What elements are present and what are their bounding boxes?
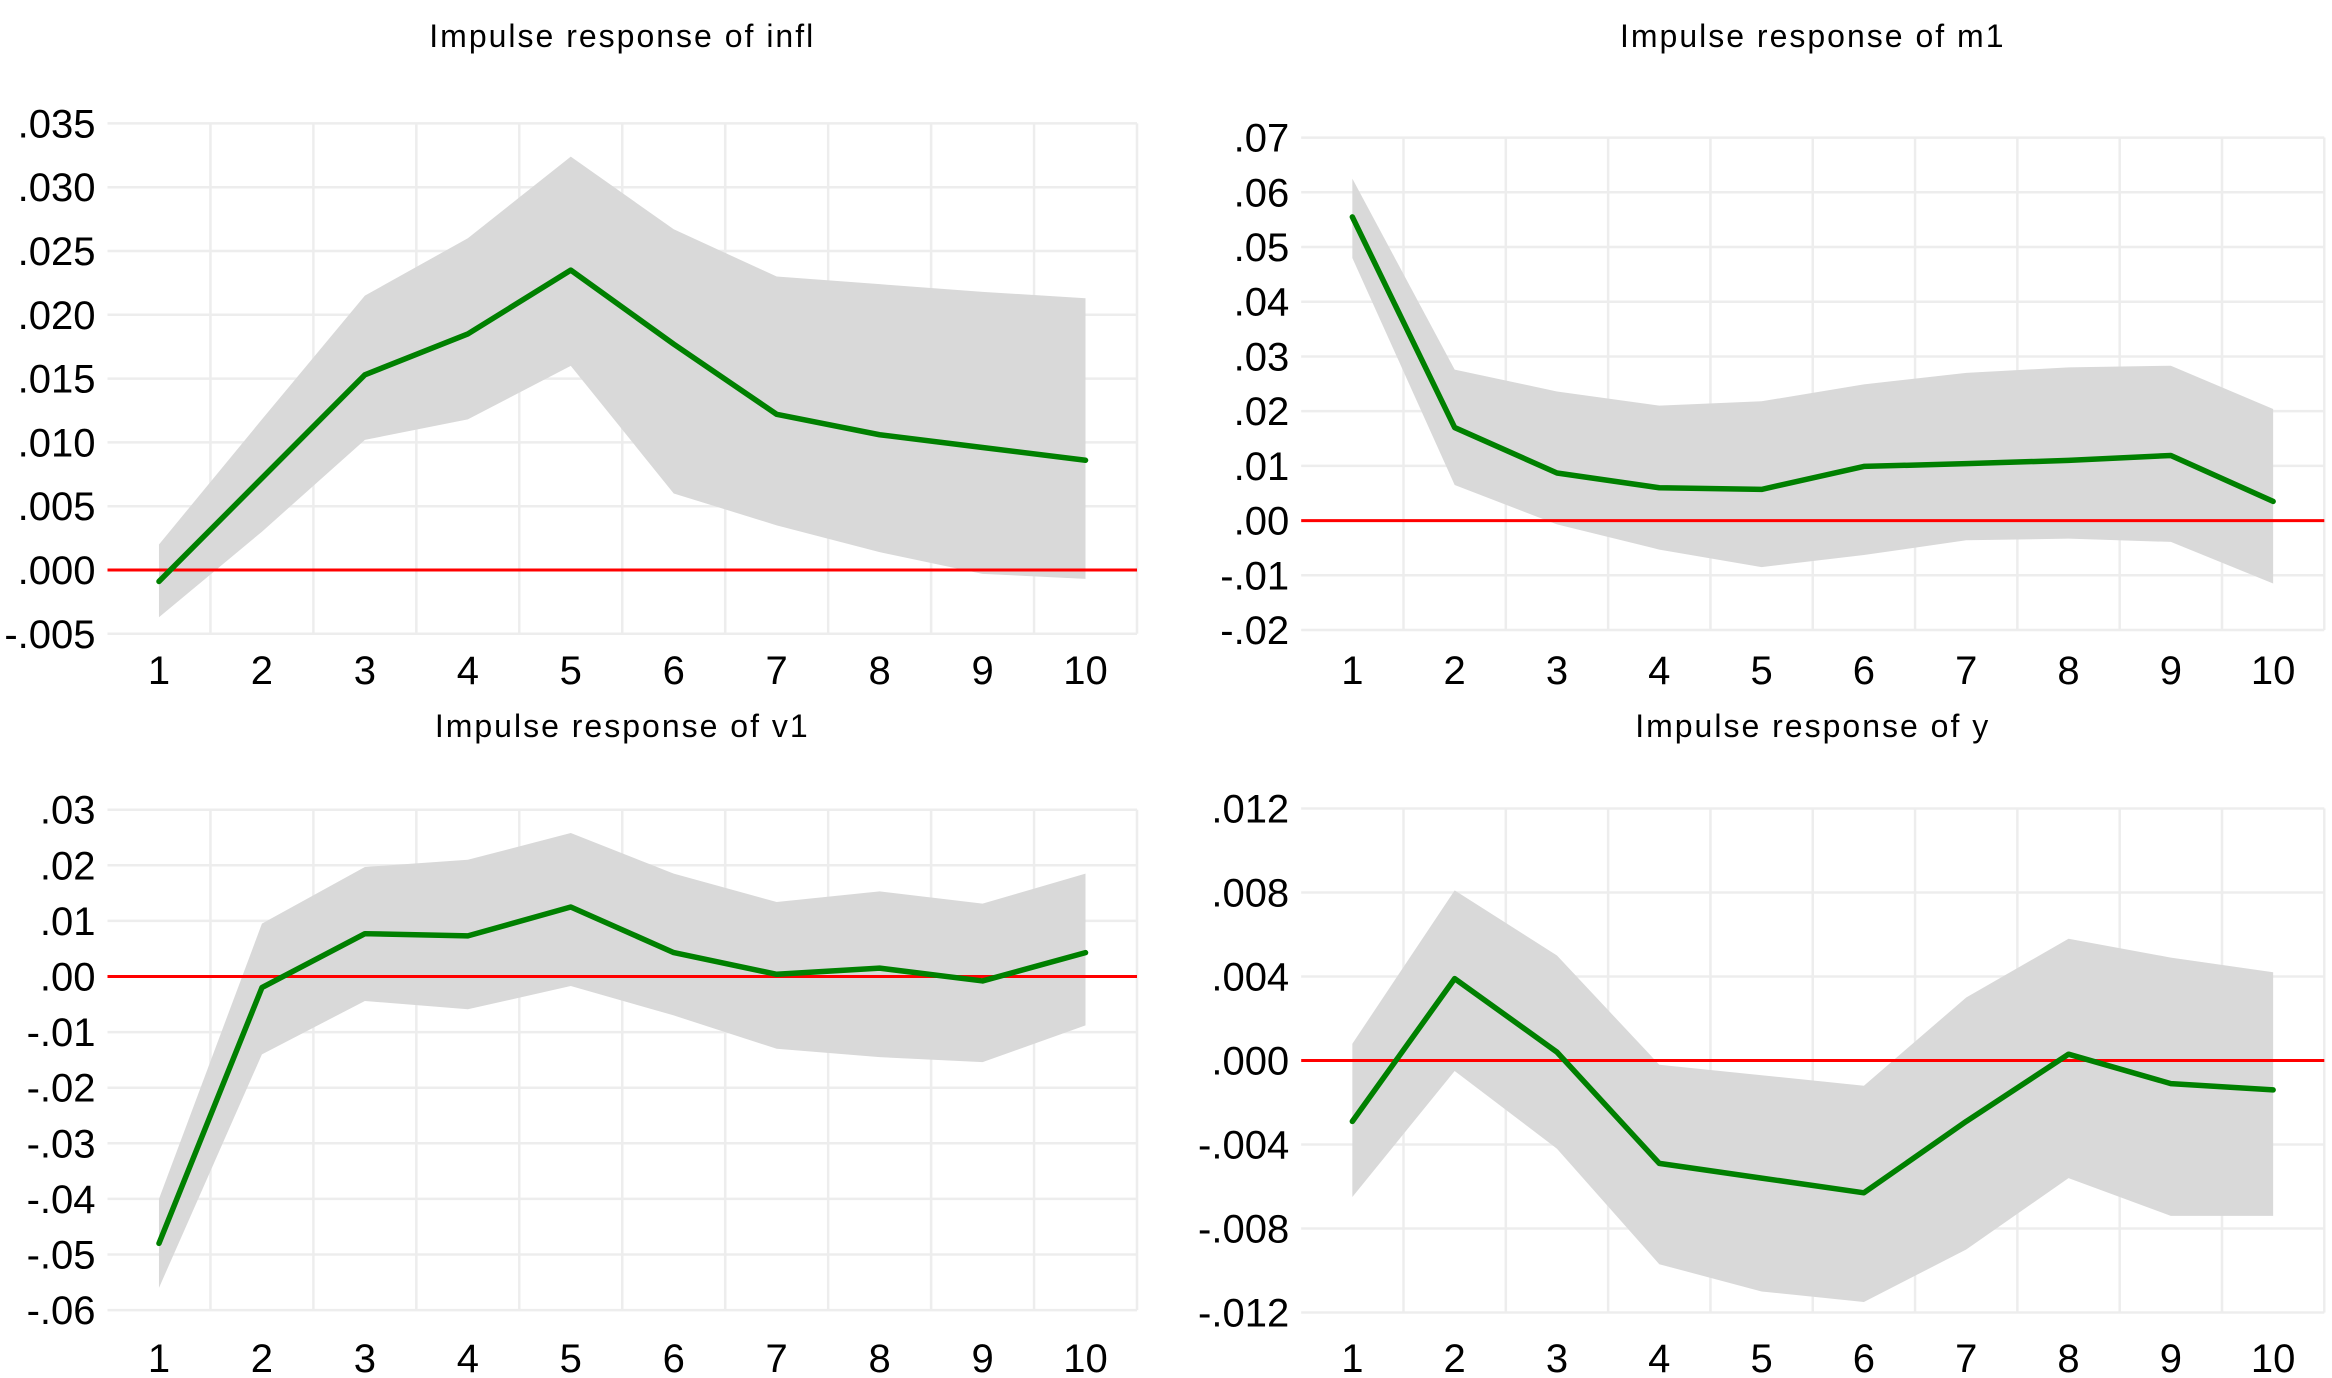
chart-y: .012 .008 .004 .000 -.004 -.008 -.012 1 2 3 4 5 6 7 8 9…: [1198, 788, 2326, 1378]
x-tick-label: 4: [457, 649, 479, 690]
y-tick-label: -.01: [27, 1011, 96, 1055]
x-tick-label: 10: [1063, 1337, 1108, 1378]
x-tick-label: 9: [971, 649, 993, 690]
y-tick-label: .02: [40, 844, 96, 888]
x-tick-label: 9: [2160, 1337, 2182, 1378]
irf-panel-infl: Impulse response of infl .035 .030 .025 .02…: [0, 0, 1166, 690]
y-tick-label: .01: [40, 900, 96, 944]
y-tick-label: -.004: [1198, 1124, 1289, 1168]
x-tick-label: 10: [2251, 649, 2296, 690]
y-tick-label: .008: [1211, 872, 1289, 916]
y-tick-label: -.05: [27, 1234, 96, 1278]
response-line: [156, 904, 1089, 1247]
x-tick-label: 4: [1648, 1337, 1670, 1378]
confidence-band: [158, 156, 1086, 618]
y-tick-label: .03: [40, 789, 96, 833]
response-line: [156, 267, 1089, 585]
x-tick-label: 4: [1648, 649, 1670, 690]
y-tick-label: .00: [40, 956, 96, 1000]
x-tick-label: 4: [457, 1337, 479, 1378]
x-tick-label: 8: [2057, 1337, 2079, 1378]
x-tick-label: 6: [663, 1337, 685, 1378]
y-tick-label: .005: [18, 485, 96, 529]
x-tick-label: 8: [869, 649, 891, 690]
panel-title-v1: Impulse response of v1: [434, 708, 810, 744]
x-tick-label: 7: [766, 1337, 788, 1378]
panel-title-m1: Impulse response of m1: [1619, 18, 2006, 54]
x-tick-label: 1: [148, 1337, 170, 1378]
x-tick-label: 10: [1063, 649, 1108, 690]
y-tick-label: .03: [1234, 335, 1290, 379]
panel-title-infl: Impulse response of infl: [429, 18, 816, 54]
x-tick-label: 6: [663, 649, 685, 690]
irf-panel-y: Impulse response of y .012 .008 .004 .000 -.…: [1166, 690, 2332, 1378]
irf-panel-v1: Impulse response of v1 .03 .02 .01 .00 -.01 -…: [0, 690, 1166, 1378]
x-tick-label: 3: [354, 1337, 376, 1378]
x-tick-label: 7: [1955, 649, 1977, 690]
y-tick-label: .01: [1234, 445, 1290, 489]
x-tick-label: 3: [354, 649, 376, 690]
y-tick-label: .004: [1211, 956, 1289, 1000]
confidence-band: [1352, 890, 2274, 1302]
x-tick-label: 6: [1853, 649, 1875, 690]
y-tick-label: .035: [18, 102, 96, 146]
x-tick-label: 1: [1341, 1337, 1363, 1378]
x-tick-label: 9: [971, 1337, 993, 1378]
chart-v1: .03 .02 .01 .00 -.01 -.02 -.03 -.04 -.05 -.06 1 2 3 4…: [27, 789, 1139, 1378]
x-tick-label: 2: [251, 1337, 273, 1378]
x-tick-label: 1: [1341, 649, 1363, 690]
panel-title-y: Impulse response of y: [1635, 708, 1991, 744]
y-tick-label: .07: [1234, 117, 1290, 161]
y-tick-label: .020: [18, 294, 96, 338]
chart-infl: .035 .030 .025 .020 .015 .010 .005 .000 -.005 1 2 3…: [4, 102, 1139, 690]
confidence-band: [158, 833, 1086, 1288]
y-tick-label: -.012: [1198, 1292, 1289, 1336]
x-tick-label: 10: [2251, 1337, 2296, 1378]
y-tick-label: -.04: [27, 1178, 96, 1222]
y-tick-label: .000: [18, 549, 96, 593]
confidence-band: [1352, 178, 2274, 584]
x-tick-label: 5: [560, 1337, 582, 1378]
y-tick-label: -.06: [27, 1289, 96, 1333]
x-tick-label: 8: [2057, 649, 2079, 690]
y-tick-label: -.02: [1220, 609, 1289, 653]
x-tick-label: 7: [766, 649, 788, 690]
y-tick-label: .012: [1211, 788, 1289, 832]
response-line: [1349, 975, 2276, 1196]
y-tick-label: .05: [1234, 226, 1290, 270]
x-tick-label: 7: [1955, 1337, 1977, 1378]
x-tick-label: 8: [869, 1337, 891, 1378]
x-tick-label: 2: [1444, 649, 1466, 690]
x-tick-label: 3: [1546, 1337, 1568, 1378]
x-tick-label: 3: [1546, 649, 1568, 690]
x-tick-label: 6: [1853, 1337, 1875, 1378]
y-tick-label: -.005: [4, 613, 95, 657]
x-tick-label: 9: [2160, 649, 2182, 690]
y-tick-label: .010: [18, 421, 96, 465]
x-tick-label: 5: [560, 649, 582, 690]
y-tick-label: .00: [1234, 500, 1290, 544]
irf-panel-m1: Impulse response of m1 .07.06.05.04.03.0…: [1166, 0, 2332, 690]
x-tick-label: 2: [1444, 1337, 1466, 1378]
x-tick-label: 1: [148, 649, 170, 690]
y-tick-label: -.02: [27, 1067, 96, 1111]
y-tick-label: .015: [18, 358, 96, 402]
y-tick-label: .025: [18, 230, 96, 274]
y-tick-label: .030: [18, 166, 96, 210]
x-tick-label: 2: [251, 649, 273, 690]
x-tick-label: 5: [1750, 649, 1772, 690]
y-tick-label: .000: [1211, 1040, 1289, 1084]
x-tick-label: 5: [1750, 1337, 1772, 1378]
y-tick-label: .02: [1234, 390, 1290, 434]
chart-m1: .07 .06 .05 .04 .03 .02 .01 .00 -.01 -.02 1 2 3 4 5 6 7 8…: [1220, 117, 2326, 690]
y-tick-label: -.008: [1198, 1208, 1289, 1252]
y-tick-label: -.03: [27, 1122, 96, 1166]
y-tick-label: .04: [1234, 281, 1290, 325]
response-line: [1349, 214, 2276, 505]
y-tick-label: .06: [1234, 171, 1290, 215]
y-tick-label: -.01: [1220, 554, 1289, 598]
